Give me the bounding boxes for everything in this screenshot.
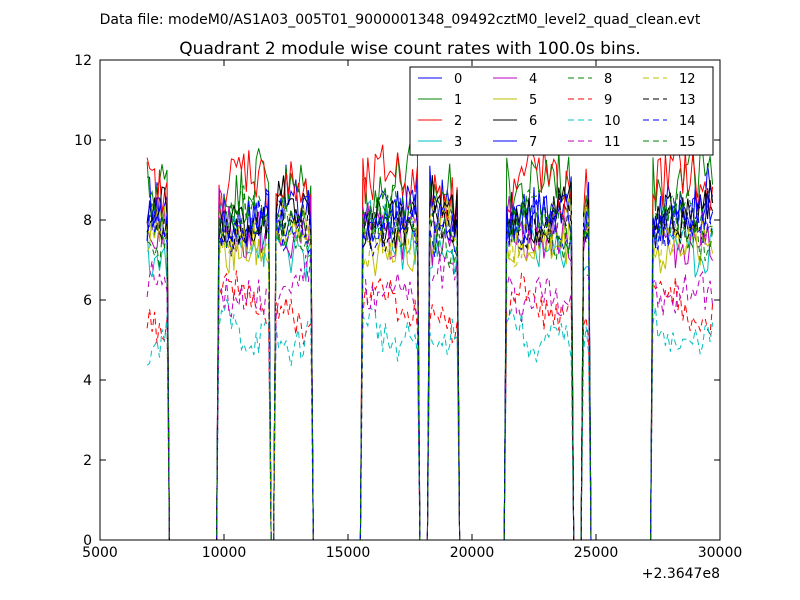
chart-suptitle: Data file: modeM0/AS1A03_005T01_90000013… — [100, 12, 701, 28]
y-tick-label: 8 — [83, 213, 92, 229]
y-tick-label: 4 — [83, 373, 92, 389]
series-line-15 — [146, 193, 714, 541]
x-tick-label: 25000 — [574, 545, 619, 561]
legend-box — [409, 66, 714, 156]
legend-label: 2 — [454, 114, 462, 129]
x-tick-label: 20000 — [450, 545, 495, 561]
y-tick-label: 12 — [74, 53, 92, 69]
legend-label: 0 — [454, 72, 462, 87]
legend-label: 10 — [604, 114, 621, 129]
x-tick-label: 5000 — [82, 545, 118, 561]
y-tick-label: 6 — [83, 293, 92, 309]
legend-label: 3 — [454, 135, 462, 150]
legend-label: 9 — [604, 93, 612, 108]
x-tick-label: 10000 — [202, 545, 247, 561]
y-tick-label: 2 — [83, 453, 92, 469]
legend-label: 13 — [679, 93, 696, 108]
legend-label: 5 — [529, 93, 537, 108]
series-line-11 — [146, 253, 714, 541]
legend-label: 1 — [454, 93, 462, 108]
legend-label: 6 — [529, 114, 537, 129]
x-tick-label: 30000 — [698, 545, 743, 561]
chart-title: Quadrant 2 module wise count rates with … — [179, 39, 640, 59]
legend-label: 8 — [604, 72, 612, 87]
x-axis: 5000 10000 15000 20000 25000 30000 — [82, 60, 742, 561]
legend-label: 12 — [679, 72, 696, 87]
plot-lines — [146, 140, 714, 541]
x-offset-label: +2.3647e8 — [642, 566, 720, 582]
legend-label: 11 — [604, 135, 621, 150]
y-tick-label: 10 — [74, 133, 92, 149]
legend-label: 7 — [529, 135, 537, 150]
legend-label: 4 — [529, 72, 537, 87]
legend-label: 15 — [679, 135, 696, 150]
legend-label: 14 — [679, 114, 696, 129]
x-tick-label: 15000 — [326, 545, 371, 561]
y-tick-label: 0 — [83, 533, 92, 549]
